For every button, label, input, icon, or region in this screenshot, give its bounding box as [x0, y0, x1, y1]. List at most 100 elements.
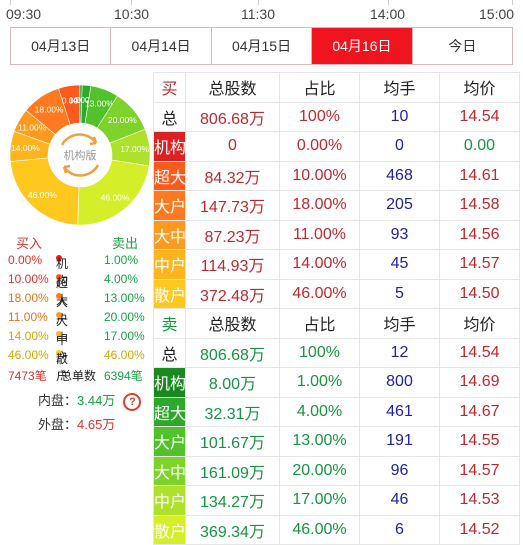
trade-table: 买总股数 占比 均手 均价总 806.68万 100% 10 14.54 机构 0 0.00% 0 0.… — [153, 72, 520, 545]
help-icon[interactable]: ? — [123, 392, 142, 411]
total-shares: 32.31万 — [185, 396, 280, 427]
neipan-value: 3.44万 — [77, 393, 116, 408]
pie-slice-label: 1.00% — [69, 95, 94, 105]
share-ratio: 100% — [279, 101, 360, 132]
dot-icon — [56, 350, 62, 356]
time-axis: 09:30 10:30 11:30 14:00 15:00 — [0, 0, 523, 22]
waipan-label: 外盘： — [38, 417, 78, 432]
row-label: 机构 — [153, 131, 186, 162]
legend-buy-value: 46.00% — [8, 348, 49, 362]
total-shares: 369.34万 — [185, 514, 280, 545]
time-label: 09:30 — [6, 6, 42, 22]
share-ratio: 1.00% — [279, 367, 360, 398]
column-header: 均手 — [359, 72, 440, 103]
legend-buy-value: 18.00% — [8, 291, 49, 305]
sell-header: 卖出 — [112, 236, 139, 251]
share-ratio: 46.00% — [279, 514, 360, 545]
table-row[interactable]: 散户 372.48万 46.00% 5 14.50 — [153, 278, 520, 309]
table-row[interactable]: 机构 0 0.00% 0 0.00 — [153, 131, 520, 162]
column-header: 占比 — [279, 72, 360, 103]
table-row[interactable]: 超大 32.31万 4.00% 461 14.67 — [153, 396, 520, 427]
legend-sell-value: 20.00% — [104, 310, 145, 324]
legend-sell-value: 46.00% — [104, 348, 145, 362]
share-ratio: 17.00% — [279, 485, 360, 516]
avg-lot: 191 — [359, 426, 440, 457]
table-row[interactable]: 中户 134.27万 17.00% 46 14.53 — [153, 485, 520, 516]
table-row[interactable]: 大户 101.67万 13.00% 191 14.55 — [153, 426, 520, 457]
avg-lot: 0 — [359, 131, 440, 162]
total-shares: 84.32万 — [185, 160, 280, 191]
avg-lot: 205 — [359, 190, 440, 221]
share-ratio: 46.00% — [279, 278, 360, 309]
date-tab[interactable]: 04月13日 — [11, 28, 112, 64]
share-ratio: 0.00% — [279, 131, 360, 162]
avg-price: 14.57 — [439, 249, 520, 280]
row-label: 总 — [153, 101, 186, 132]
table-row[interactable]: 大中 87.23万 11.00% 93 14.56 — [153, 219, 520, 250]
date-tab-today[interactable]: 今日 — [448, 38, 477, 54]
row-label: 散户 — [153, 514, 186, 545]
avg-lot: 6 — [359, 514, 440, 545]
date-tab[interactable]: 04月15日 — [212, 28, 313, 64]
pie-slice-label: 11.00% — [18, 123, 47, 133]
total-shares: 101.67万 — [185, 426, 280, 457]
share-ratio: 11.00% — [279, 219, 360, 250]
avg-lot: 46 — [359, 485, 440, 516]
row-label: 大户 — [153, 426, 186, 457]
order-count-label: 总单数 — [60, 369, 97, 383]
dot-icon — [56, 312, 62, 318]
section-label: 买 — [153, 72, 186, 103]
pie-slice-label: 13.00% — [85, 99, 114, 109]
avg-lot: 93 — [359, 219, 440, 250]
avg-price: 0.00 — [439, 131, 520, 162]
table-row[interactable]: 超大 84.32万 10.00% 468 14.61 — [153, 160, 520, 191]
table-header-row: 卖总股数 占比 均手 均价 — [153, 308, 520, 339]
share-ratio: 18.00% — [279, 190, 360, 221]
avg-price: 14.56 — [439, 219, 520, 250]
pie-chart: 0.00%10.00%18.00%11.00%14.00%46.00%1.00%… — [9, 84, 151, 226]
avg-lot: 468 — [359, 160, 440, 191]
table-row[interactable]: 中户 114.93万 14.00% 45 14.57 — [153, 249, 520, 280]
pie-slice-label: 46.00% — [101, 192, 130, 202]
neipan: 内盘：3.44万? — [38, 390, 142, 411]
avg-price: 14.67 — [439, 396, 520, 427]
table-row[interactable]: 大中 161.09万 20.00% 96 14.57 — [153, 455, 520, 486]
section-label: 卖 — [153, 308, 186, 339]
pie-slice-label: 10.00% — [57, 96, 86, 106]
total-shares: 0 — [185, 131, 280, 162]
avg-price: 14.69 — [439, 367, 520, 398]
total-shares: 8.00万 — [185, 367, 280, 398]
avg-price: 14.54 — [439, 101, 520, 132]
pie-slice-label: 20.00% — [108, 115, 137, 125]
order-count-sell: 6394笔 — [104, 369, 143, 383]
share-ratio: 10.00% — [279, 160, 360, 191]
column-header: 占比 — [279, 308, 360, 339]
table-row[interactable]: 机构 8.00万 1.00% 800 14.69 — [153, 367, 520, 398]
avg-lot: 5 — [359, 278, 440, 309]
date-tabs: 04月13日 04月14日 04月15日 04月16日 今日 — [10, 27, 513, 65]
table-row[interactable]: 大户 147.73万 18.00% 205 14.58 — [153, 190, 520, 221]
order-count-buy: 7473笔 — [8, 369, 47, 383]
neipan-label: 内盘： — [38, 393, 78, 408]
avg-lot: 10 — [359, 101, 440, 132]
column-header: 总股数 — [185, 308, 280, 339]
table-row[interactable]: 总 806.68万 100% 10 14.54 — [153, 101, 520, 132]
date-tab-active[interactable]: 04月16日 — [312, 28, 413, 64]
table-row[interactable]: 总 806.68万 100% 12 14.54 — [153, 337, 520, 368]
avg-price: 14.61 — [439, 160, 520, 191]
waipan: 外盘：4.65万 — [38, 414, 115, 433]
refresh-icon[interactable] — [60, 133, 100, 177]
table-row[interactable]: 散户 369.34万 46.00% 6 14.52 — [153, 514, 520, 545]
share-ratio: 13.00% — [279, 426, 360, 457]
legend-buy-value: 10.00% — [8, 272, 49, 286]
waipan-value: 4.65万 — [77, 417, 116, 432]
legend-buy-value: 0.00% — [8, 253, 43, 267]
legend-sell-value: 17.00% — [104, 329, 145, 343]
avg-price: 14.52 — [439, 514, 520, 545]
pie-center — [48, 123, 112, 187]
total-shares: 372.48万 — [185, 278, 280, 309]
legend-buy-value: 11.00% — [8, 310, 48, 324]
row-label: 总 — [153, 337, 186, 368]
row-label: 中户 — [153, 485, 186, 516]
date-tab[interactable]: 04月14日 — [111, 28, 212, 64]
